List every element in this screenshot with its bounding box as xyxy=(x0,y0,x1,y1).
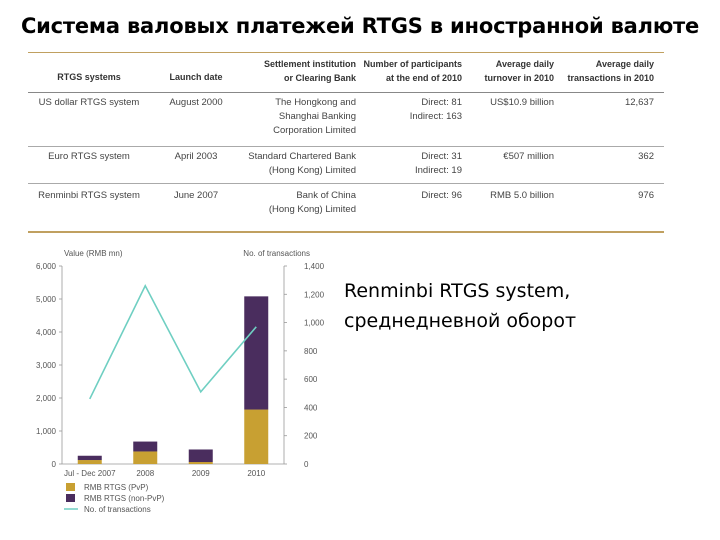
left-axis-title: Value (RMB mn) xyxy=(64,249,123,258)
header-daily-turnover: Average daily turnover in 2010 xyxy=(484,59,554,83)
row-turnover: US$10.9 billion xyxy=(490,97,554,108)
right-tick-label: 1,000 xyxy=(304,319,325,328)
chart-svg: Value (RMB mn) No. of transactions 0 1,000 2… xyxy=(36,249,325,514)
row-institution: Standard Chartered Bank (Hong Kong) Limi… xyxy=(248,151,356,176)
right-tick-label: 800 xyxy=(304,347,318,356)
header-launch-date: Launch date xyxy=(169,72,223,82)
row-system: Renminbi RTGS system xyxy=(38,190,140,201)
header-rtgs-systems: RTGS systems xyxy=(57,72,121,82)
bar-pvp xyxy=(133,451,158,464)
right-axis-title: No. of transactions xyxy=(243,249,310,258)
row-transactions: 976 xyxy=(638,190,654,201)
bar-non-pvp xyxy=(188,449,213,463)
bar-non-pvp xyxy=(244,296,269,410)
left-tick-label: 3,000 xyxy=(36,361,57,370)
x-tick-label: 2008 xyxy=(136,469,154,478)
legend-label: No. of transactions xyxy=(84,505,151,514)
row-launch: June 2007 xyxy=(173,190,219,201)
row-launch: August 2000 xyxy=(169,97,223,108)
header-daily-transactions: Average daily transactions in 2010 xyxy=(567,59,654,83)
right-tick-label: 0 xyxy=(304,460,309,469)
left-tick-label: 2,000 xyxy=(36,394,57,403)
row-turnover: €507 million xyxy=(503,151,554,162)
table-row-rule xyxy=(28,183,664,184)
row-institution: Bank of China (Hong Kong) Limited xyxy=(268,190,356,215)
caption-line-1: Renminbi RTGS system, xyxy=(344,280,571,302)
right-tick-label: 600 xyxy=(304,375,318,384)
table-top-rule xyxy=(28,52,664,53)
bar-non-pvp xyxy=(133,441,158,452)
left-tick-label: 1,000 xyxy=(36,427,57,436)
legend-label: RMB RTGS (non-PvP) xyxy=(84,494,165,503)
legend-swatch xyxy=(66,494,75,502)
bar-non-pvp xyxy=(77,455,102,461)
right-tick-label: 1,200 xyxy=(304,290,325,299)
x-tick-label: Jul - Dec 2007 xyxy=(64,469,116,478)
row-participants: Direct: 96 xyxy=(421,190,462,201)
row-institution: The Hongkong and Shanghai Banking Corpor… xyxy=(273,97,356,136)
slide-title: Система валовых платежей RTGS в иностран… xyxy=(20,14,700,38)
header-settlement-institution: Settlement institution or Clearing Bank xyxy=(264,59,356,83)
row-transactions: 12,637 xyxy=(624,97,654,108)
header-participants: Number of participants at the end of 201… xyxy=(363,59,462,83)
left-tick-label: 4,000 xyxy=(36,328,57,337)
row-transactions: 362 xyxy=(638,151,654,162)
table-header-rule xyxy=(28,92,664,93)
bar-pvp xyxy=(244,409,269,464)
row-system: US dollar RTGS system xyxy=(38,97,140,108)
left-tick-label: 0 xyxy=(52,460,57,469)
left-tick-label: 6,000 xyxy=(36,262,57,271)
x-tick-label: 2010 xyxy=(247,469,265,478)
row-participants: Direct: 81 Indirect: 163 xyxy=(409,97,462,122)
side-caption: Renminbi RTGS system, среднедневной обор… xyxy=(344,276,704,336)
row-launch: April 2003 xyxy=(174,151,218,162)
bar-pvp xyxy=(77,460,102,464)
row-turnover: RMB 5.0 billion xyxy=(490,190,554,201)
x-tick-label: 2009 xyxy=(192,469,210,478)
right-tick-label: 1,400 xyxy=(304,262,325,271)
right-tick-label: 400 xyxy=(304,403,318,412)
right-tick-label: 200 xyxy=(304,432,318,441)
row-participants: Direct: 31 Indirect: 19 xyxy=(415,151,462,176)
row-system: Euro RTGS system xyxy=(48,151,130,162)
transactions-line xyxy=(89,284,257,400)
legend-label: RMB RTGS (PvP) xyxy=(84,483,149,492)
bar-pvp xyxy=(188,462,213,464)
caption-line-2: среднедневной оборот xyxy=(344,310,577,332)
renminbi-rtgs-chart: Value (RMB mn) No. of transactions 0 1,000 2… xyxy=(20,244,340,540)
table-bottom-rule xyxy=(28,231,664,233)
table-row-rule xyxy=(28,146,664,147)
left-tick-label: 5,000 xyxy=(36,295,57,304)
legend-swatch xyxy=(66,483,75,491)
